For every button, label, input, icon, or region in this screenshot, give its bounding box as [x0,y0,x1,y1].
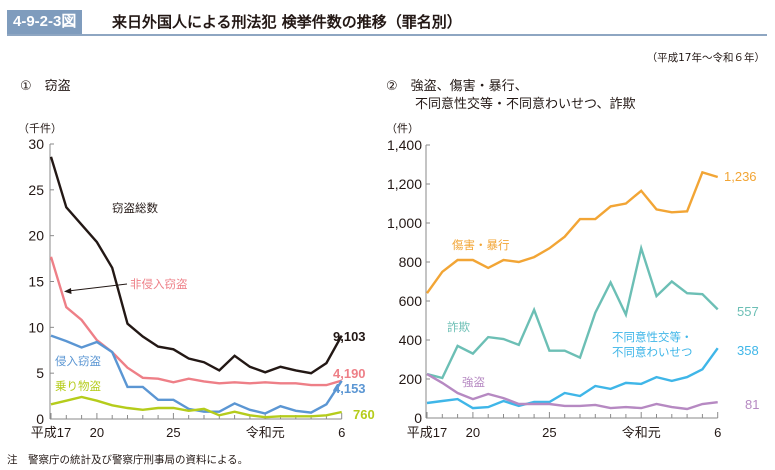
label-non-burglary: 非侵入窃盗 [130,277,188,291]
y-tick-label: 800 [399,254,423,270]
y-tick-label: 10 [28,319,44,335]
y-tick-label: 20 [28,228,44,244]
end-label-assault: 1,236 [724,169,757,184]
end-label-vehicle: 760 [353,407,375,422]
x-tick-label: 25 [166,425,180,440]
y-tick-label: 600 [399,293,423,309]
panel-2-violent-fraud-chart: （件） 0 200 400 600 800 1,000 1,200 1,400 平成17 20 25… [386,122,759,440]
x-tick-label: 6 [338,425,345,440]
panel-2-y-axis-unit: （件） [386,122,419,135]
y-tick-label: 25 [28,182,44,198]
y-tick-label: 0 [36,411,44,427]
series-line-burglary [50,334,343,415]
y-tick-label: 5 [36,365,44,381]
x-tick-label: 平成17 [407,425,447,440]
series-line-vehicle [50,395,342,419]
x-tick-label: 令和元 [622,425,661,440]
y-tick-label: 30 [28,136,44,152]
figure-header: 4-9-2-3図 来日外国人による刑法犯 検挙件数の推移（罪名別） [7,10,767,36]
panel-1-theft-chart: （千件） 0 5 10 15 20 25 30 平成17 20 25 令和元 6 窃盗総数 非侵入窃盗… [18,122,375,440]
y-tick-label: 400 [399,332,423,348]
panel-1-y-axis-unit: （千件） [18,122,62,135]
label-theft-total: 窃盗総数 [112,201,158,215]
label-fraud: 詐欺 [447,320,470,334]
x-tick-label: 平成17 [31,425,71,440]
x-tick-label: 20 [466,425,480,440]
series-line-assault [426,170,719,294]
figure-title: 来日外国人による刑法犯 検挙件数の推移（罪名別） [112,13,462,31]
y-tick-label: 1,400 [387,137,422,153]
label-vehicle: 乗り物盗 [55,379,101,393]
label-burglary: 侵入窃盗 [55,354,101,368]
panel-1-title: ① 窃盗 [20,79,71,94]
y-tick-label: 15 [28,274,44,290]
series-line-non_burglary [49,256,343,387]
panel-2-title-line2: 不同意性交等・不同意わいせつ、詐欺 [415,97,636,112]
end-label-robbery: 81 [745,397,759,412]
y-tick-label: 1,200 [387,176,422,192]
end-label-theft-total: 9,103 [333,329,366,344]
non-burglary-arrow [64,283,128,294]
label-sexual-line1: 不同意性交等・ [612,330,693,344]
y-tick-label: 0 [414,410,422,426]
source-note: 注 警察庁の統計及び警察庁刑事局の資料による。 [7,454,249,466]
series-line-sexual [426,347,719,410]
end-label-burglary: 4,153 [333,381,366,396]
label-sexual-line2: 不同意わいせつ [612,345,693,359]
series-line-fraud [426,243,719,380]
end-label-non-burglary: 4,190 [333,366,366,381]
x-tick-label: 令和元 [246,425,285,440]
series-line-theft_total [49,156,343,375]
y-tick-label: 1,000 [387,215,422,231]
x-tick-label: 6 [714,425,721,440]
end-label-fraud: 557 [737,304,759,319]
period-label: （平成17年～令和６年） [646,52,765,64]
x-tick-label: 25 [542,425,556,440]
y-tick-label: 200 [399,371,423,387]
figure-number-badge: 4-9-2-3図 [7,10,83,34]
label-assault: 傷害・暴行 [452,238,510,252]
x-tick-label: 20 [90,425,104,440]
label-robbery: 強盗 [462,375,485,389]
panel-2-title-line1: ② 強盗、傷害・暴行、 [386,79,528,94]
end-label-sexual: 358 [737,343,759,358]
series-line-robbery [426,373,718,411]
